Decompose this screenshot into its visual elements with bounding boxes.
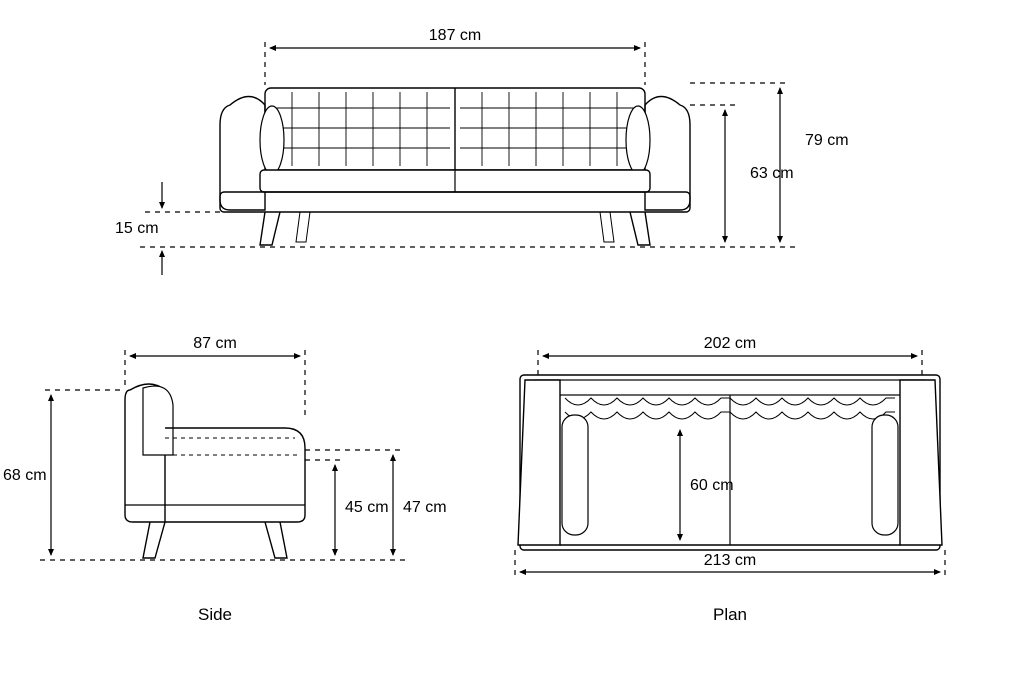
side-view-label: Side [198, 605, 232, 624]
side-view: 87 cm 68 cm 45 cm 47 cm Side [3, 335, 447, 624]
plan-view-label: Plan [713, 605, 747, 624]
dim-side-seat-cushion: 45 cm [345, 499, 389, 516]
dim-front-leg-height: 15 cm [115, 220, 159, 237]
dim-front-back-height: 63 cm [750, 165, 794, 182]
sofa-dimensions-diagram: 187 cm [0, 0, 1024, 683]
dim-side-back-height: 68 cm [3, 467, 47, 484]
dim-plan-seat-depth: 60 cm [690, 477, 734, 494]
dim-front-total-height: 79 cm [805, 132, 849, 149]
dim-side-depth: 87 cm [193, 335, 237, 352]
dim-side-seat-front: 47 cm [403, 499, 447, 516]
plan-view: 202 cm 60 cm 213 cm Plan [515, 335, 945, 624]
front-view: 187 cm [115, 27, 849, 275]
dim-plan-outer-width: 213 cm [704, 552, 756, 569]
dim-plan-inner-width: 202 cm [704, 335, 756, 352]
dim-front-width: 187 cm [429, 27, 481, 44]
